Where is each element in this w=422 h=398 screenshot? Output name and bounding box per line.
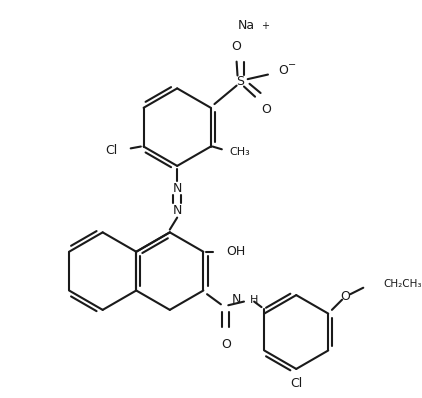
Text: OH: OH <box>227 245 246 258</box>
Text: Cl: Cl <box>106 144 118 157</box>
Text: O: O <box>232 40 241 53</box>
Text: O: O <box>222 338 231 351</box>
Text: H: H <box>249 295 258 305</box>
Text: O: O <box>278 64 288 77</box>
Text: CH₂CH₃: CH₂CH₃ <box>384 279 422 289</box>
Text: O: O <box>340 291 350 303</box>
Text: N: N <box>173 181 182 195</box>
Text: N: N <box>232 293 241 306</box>
Text: O: O <box>261 103 271 116</box>
Text: Na: Na <box>238 19 255 32</box>
Text: CH₃: CH₃ <box>229 147 250 157</box>
Text: Cl: Cl <box>290 377 303 390</box>
Text: N: N <box>173 204 182 217</box>
Text: S: S <box>236 76 244 88</box>
Text: +: + <box>261 21 269 31</box>
Text: −: − <box>288 60 296 70</box>
